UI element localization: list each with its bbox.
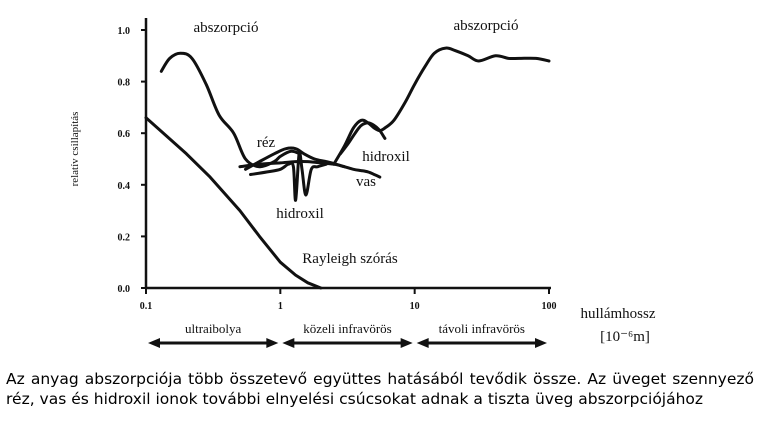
curve-label: Rayleigh szórás	[302, 251, 398, 267]
wavelength-regions: ultraibolya közeli infravörös távoli infra…	[148, 321, 547, 348]
series-line-1	[332, 46, 551, 166]
y-tick-label: 0.4	[118, 181, 131, 192]
series-line-4	[249, 151, 328, 202]
x-tick-label: 100	[542, 301, 557, 312]
region-arrow-head-left	[416, 338, 429, 348]
region-arrow-head-right	[535, 338, 547, 348]
x-axis-label: hullámhossz	[581, 306, 656, 322]
x-tick-label: 0.1	[140, 301, 153, 312]
y-tick-label: 0.8	[118, 78, 131, 89]
x-axis-unit: [10⁻⁶m]	[600, 329, 650, 345]
y-tick-labels: 0.0 0.2 0.4 0.6 0.8 1.0	[118, 26, 146, 295]
y-tick-label: 0.2	[118, 232, 131, 243]
region-arrow-head-left	[148, 338, 160, 348]
curve-label: hidroxil	[362, 149, 410, 165]
chart: 0.0 0.2 0.4 0.6 0.8 1.0 0.1 1 10 100 relatív csi…	[69, 18, 656, 348]
region-arrow-head-left	[282, 338, 295, 348]
series-line-0	[159, 51, 302, 169]
axes	[144, 18, 551, 290]
series-group	[144, 46, 551, 290]
x-tick-label: 1	[278, 301, 283, 312]
figure-caption: Az anyag abszorpciója több összetevő egy…	[6, 370, 754, 408]
region-arrow-head-right	[400, 338, 413, 348]
curve-label: hidroxil	[276, 206, 324, 222]
region-arrow-head-right	[266, 338, 279, 348]
curve-label: réz	[257, 135, 276, 151]
region-label: közeli infravörös	[303, 321, 391, 336]
curve-label: vas	[356, 174, 376, 190]
series-line-6	[144, 116, 323, 290]
series-line-5	[338, 121, 387, 156]
region-label: távoli infravörös	[439, 321, 525, 336]
region-label: ultraibolya	[185, 321, 242, 336]
curve-labels: abszorpció abszorpció réz hidroxil vas hidrox…	[194, 18, 519, 267]
y-tick-label: 1.0	[118, 26, 131, 37]
curve-label: abszorpció	[194, 20, 259, 36]
x-tick-labels: 0.1 1 10 100	[140, 288, 557, 312]
curve-label: abszorpció	[454, 18, 519, 34]
y-tick-label: 0.6	[118, 129, 131, 140]
series-line-3	[238, 159, 382, 179]
y-axis-label: relatív csillapítás	[69, 112, 81, 187]
y-tick-label: 0.0	[118, 284, 131, 295]
x-tick-label: 10	[410, 301, 420, 312]
